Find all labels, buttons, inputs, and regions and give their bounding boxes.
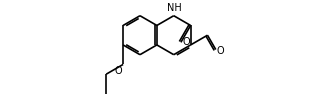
Text: NH: NH xyxy=(167,3,182,13)
Text: O: O xyxy=(115,66,122,76)
Text: O: O xyxy=(217,45,224,56)
Text: O: O xyxy=(183,37,190,47)
